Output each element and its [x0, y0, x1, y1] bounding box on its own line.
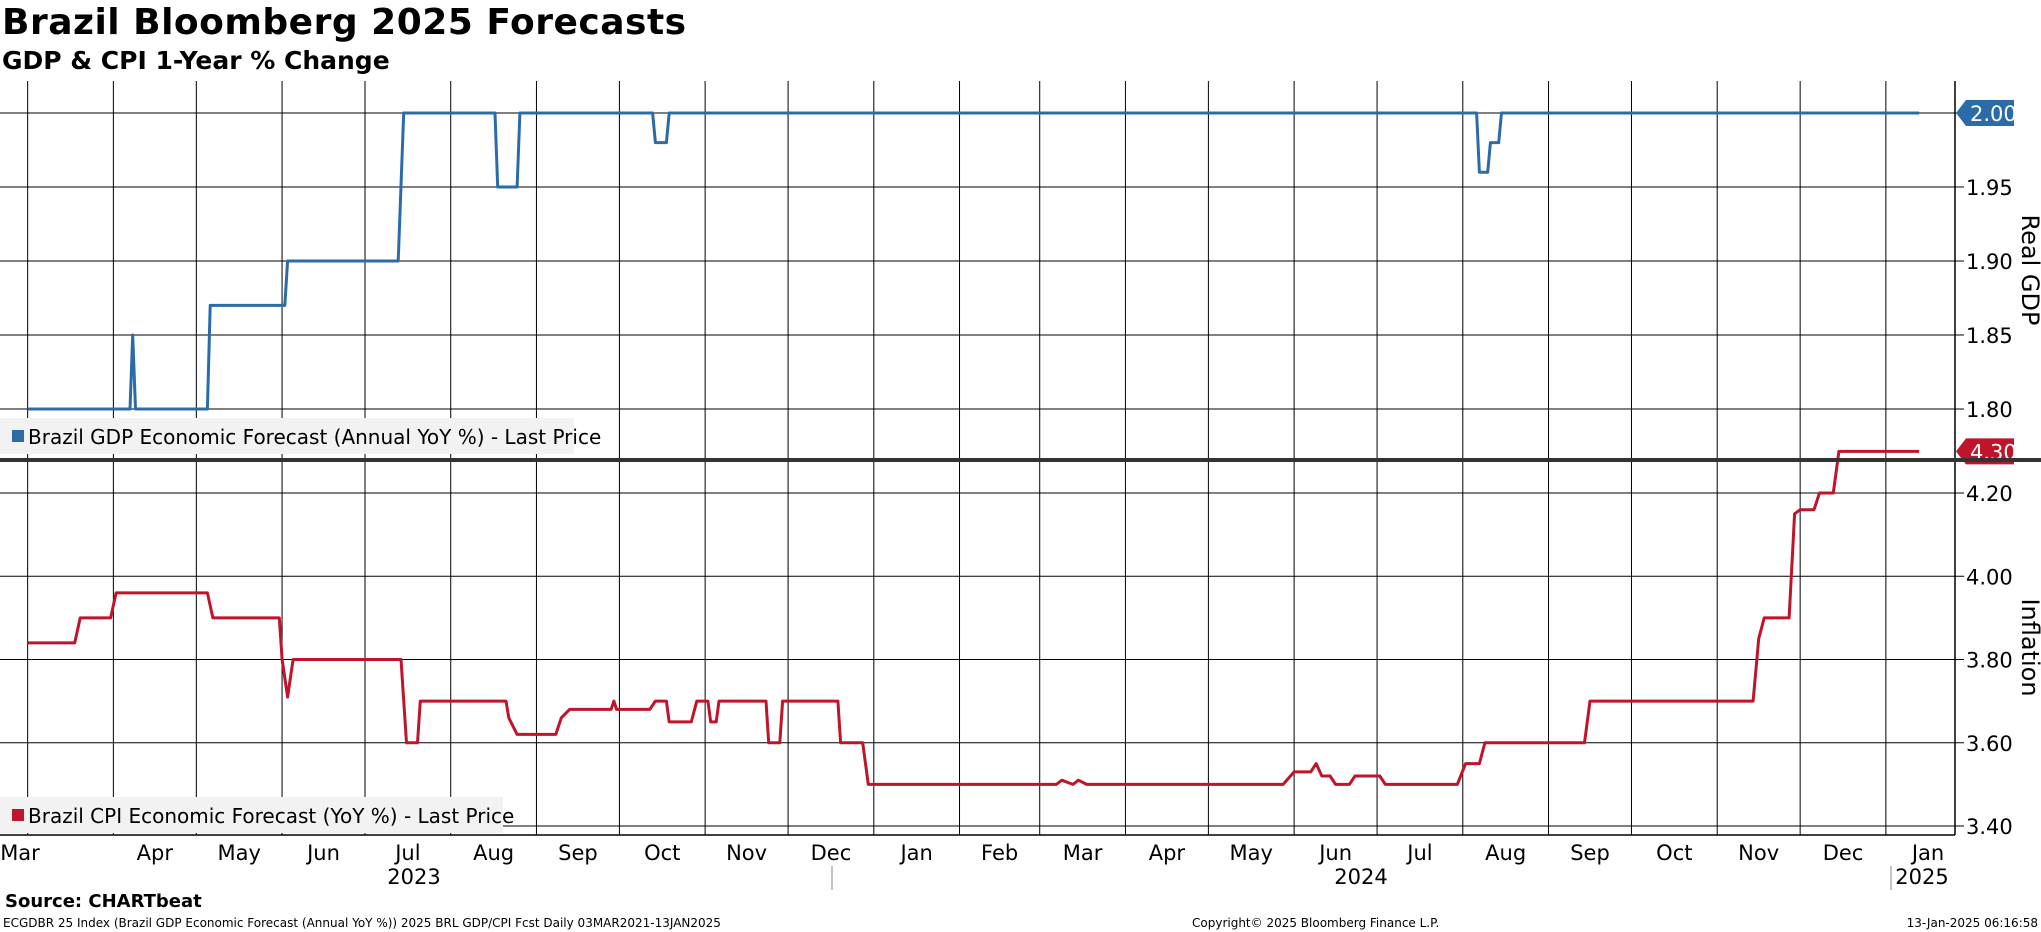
- x-tick-label: Aug: [473, 841, 514, 865]
- x-tick-label: Jun: [305, 841, 340, 865]
- source-note: Source: CHARTbeat: [5, 891, 202, 912]
- axes: 1.801.851.901.952.00Real GDP2.003.403.60…: [0, 81, 2041, 890]
- x-tick-label: Jun: [1317, 841, 1352, 865]
- x-tick-label: Jan: [1910, 841, 1944, 865]
- timestamp: 13-Jan-2025 06:16:58: [1906, 916, 2038, 930]
- legend-background: [0, 418, 574, 454]
- x-tick-label: Oct: [644, 841, 680, 865]
- x-tick-label: May: [217, 841, 260, 865]
- x-tick-label: Mar: [0, 841, 40, 865]
- x-tick-label: Nov: [726, 841, 767, 865]
- x-tick-label: Aug: [1485, 841, 1526, 865]
- x-year-label: 2023: [387, 865, 440, 889]
- y-tick-label: 1.85: [1966, 324, 2013, 348]
- ticker-line: ECGDBR 25 Index (Brazil GDP Economic For…: [3, 916, 721, 930]
- x-tick-label: Feb: [981, 841, 1018, 865]
- chart-subtitle: GDP & CPI 1-Year % Change: [2, 46, 390, 75]
- y-axis-title: Real GDP: [2016, 215, 2041, 326]
- x-tick-label: Sep: [1570, 841, 1610, 865]
- x-tick-label: Jul: [393, 841, 420, 865]
- y-tick-label: 3.80: [1966, 649, 2013, 673]
- legend: Brazil GDP Economic Forecast (Annual YoY…: [0, 418, 601, 454]
- x-tick-label: Apr: [137, 841, 174, 865]
- legend-label: Brazil CPI Economic Forecast (YoY %) - L…: [28, 804, 514, 828]
- y-tick-label: 3.40: [1966, 815, 2013, 839]
- x-tick-label: Sep: [558, 841, 598, 865]
- copyright-note: Copyright© 2025 Bloomberg Finance L.P.: [1192, 916, 1440, 930]
- y-axis-title: Inflation: [2016, 598, 2041, 696]
- y-tick-label: 4.20: [1966, 482, 2013, 506]
- x-tick-label: Dec: [811, 841, 852, 865]
- y-tick-label: 1.80: [1966, 398, 2013, 422]
- x-tick-label: Nov: [1738, 841, 1779, 865]
- x-tick-label: May: [1230, 841, 1273, 865]
- series-line: [27, 449, 1920, 786]
- last-value-badge: 2.00: [1956, 100, 2017, 126]
- chart-title: Brazil Bloomberg 2025 Forecasts: [2, 2, 687, 43]
- last-value-label: 2.00: [1970, 102, 2017, 126]
- x-tick-label: Apr: [1149, 841, 1186, 865]
- y-tick-label: 1.95: [1966, 176, 2013, 200]
- series-lines: [27, 111, 1920, 786]
- legend-background: [0, 797, 503, 833]
- last-value-badge-shape: [1956, 100, 2014, 126]
- x-tick-label: Oct: [1656, 841, 1692, 865]
- x-year-label: 2025: [1895, 865, 1948, 889]
- y-tick-label: 4.00: [1966, 565, 2013, 589]
- x-tick-label: Mar: [1063, 841, 1103, 865]
- x-tick-label: Jul: [1405, 841, 1432, 865]
- y-tick-label: 3.60: [1966, 732, 2013, 756]
- legend-label: Brazil GDP Economic Forecast (Annual YoY…: [28, 425, 601, 449]
- x-year-label: 2024: [1334, 865, 1387, 889]
- x-tick-label: Dec: [1823, 841, 1864, 865]
- y-tick-label: 1.90: [1966, 250, 2013, 274]
- last-value-badge-shape: [1956, 438, 2014, 465]
- legend: Brazil CPI Economic Forecast (YoY %) - L…: [0, 797, 514, 833]
- legend-swatch: [12, 430, 24, 442]
- legend-swatch: [12, 809, 24, 821]
- legends: Brazil GDP Economic Forecast (Annual YoY…: [0, 418, 601, 833]
- x-tick-label: Jan: [898, 841, 932, 865]
- panel-separator: [0, 458, 2041, 462]
- series-line: [27, 111, 1920, 411]
